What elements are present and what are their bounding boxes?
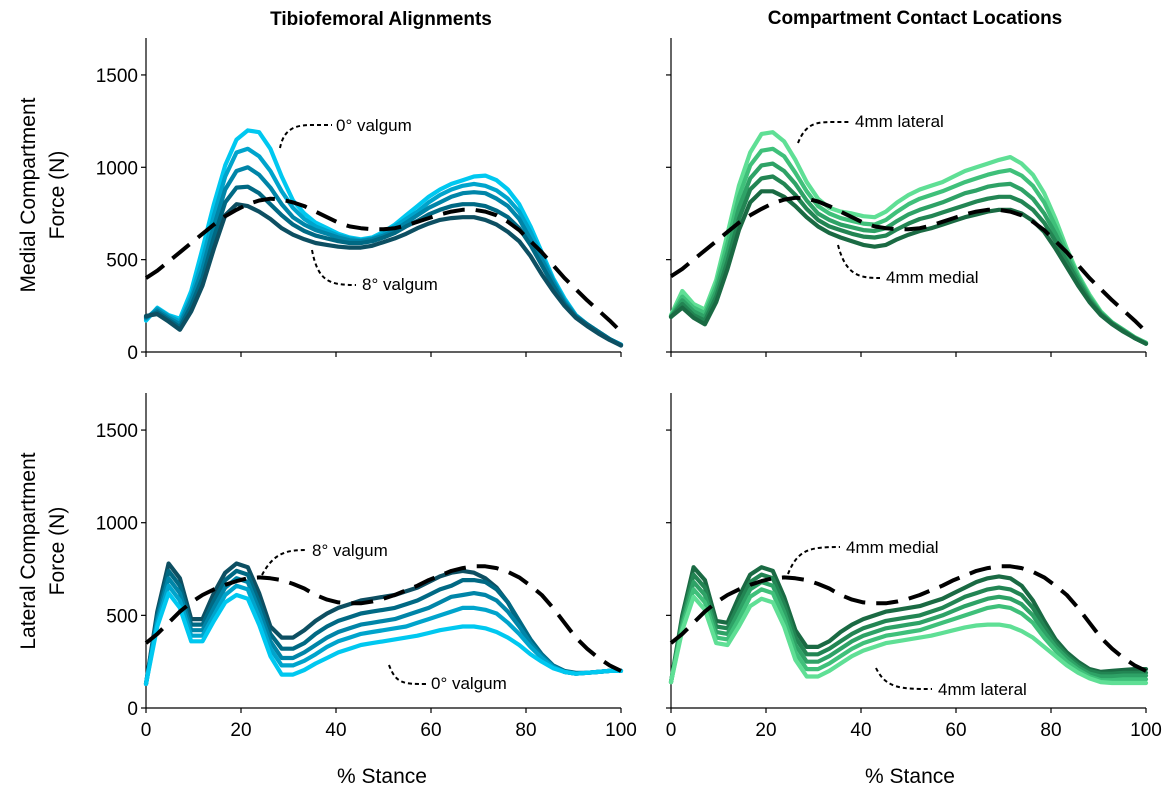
series-line-4	[143, 184, 624, 348]
annotation-leader	[279, 124, 332, 149]
series-line-6	[669, 195, 1148, 334]
series-line-4	[143, 583, 624, 686]
series-line-2	[143, 146, 624, 347]
x-axis-label-right: % Stance	[865, 765, 955, 788]
y-tick-label: 500	[106, 606, 138, 627]
annotation-label: 8° valgum	[312, 541, 388, 560]
series-line-5	[668, 189, 1149, 346]
series-line-6	[669, 564, 1147, 673]
annotation-leader	[875, 667, 933, 690]
y-tick-label: 1500	[96, 66, 138, 87]
series-line-1	[668, 130, 1149, 345]
x-tick-label: 0	[141, 720, 152, 741]
x-tick-label: 100	[605, 720, 637, 741]
series-line-3	[668, 161, 1149, 346]
annotation-label: 4mm medial	[846, 538, 939, 557]
y-tick-label: 1000	[96, 158, 138, 179]
x-tick-label: 100	[1130, 720, 1162, 741]
panel-1: 0 500 1000 1500 0° valgum 8° valgum	[96, 38, 624, 364]
panel-2: 4mm lateral 4mm medial	[666, 38, 1149, 357]
y-tick-label: 500	[106, 251, 138, 272]
y-tick-label: 0	[127, 343, 138, 364]
panel-4: 0 20 40 60 80 100 4mm medial 4mm lateral	[666, 393, 1162, 741]
panel-3: 0 500 1000 1500 0 20 40 60 80 100 8° valgum 0° valg…	[96, 393, 637, 741]
annotation-leader	[787, 546, 841, 575]
x-tick-label: 20	[755, 720, 776, 741]
x-tick-label: 60	[420, 720, 441, 741]
y-axis-label-medial-line1: Medial Compartment	[17, 97, 40, 292]
annotation-leader	[388, 664, 427, 685]
column-title-alignments: Tibiofemoral Alignments	[270, 9, 492, 30]
y-axis-label-lateral-line1: Lateral Compartment	[17, 452, 40, 649]
x-tick-label: 0	[666, 720, 677, 741]
series-line-5	[668, 594, 1149, 686]
series-line-3	[668, 579, 1149, 685]
annotation-leader	[311, 249, 357, 286]
series-line-6	[144, 196, 623, 334]
y-axis-label-medial-line2: Force (N)	[46, 151, 69, 240]
series-line-4	[668, 174, 1149, 346]
y-tick-label: 1500	[96, 421, 138, 442]
x-tick-label: 60	[945, 720, 966, 741]
x-tick-label: 40	[325, 720, 346, 741]
x-tick-label: 20	[230, 720, 251, 741]
annotation-leader	[797, 121, 850, 144]
x-tick-label: 80	[1040, 720, 1061, 741]
column-title-contact-locations: Compartment Contact Locations	[768, 8, 1063, 29]
annotation-leader	[837, 244, 881, 279]
x-tick-label: 80	[515, 720, 536, 741]
x-tick-label: 40	[850, 720, 871, 741]
annotation-label: 4mm lateral	[938, 680, 1027, 699]
y-tick-label: 0	[127, 699, 138, 720]
annotation-label: 0° valgum	[336, 116, 412, 135]
y-tick-label: 1000	[96, 514, 138, 535]
annotation-label: 8° valgum	[362, 275, 438, 294]
y-axis-label-lateral-line2: Force (N)	[46, 507, 69, 596]
annotation-label: 4mm lateral	[855, 112, 944, 131]
annotation-label: 4mm medial	[886, 268, 979, 287]
annotation-label: 0° valgum	[431, 674, 507, 693]
series-line-4	[668, 587, 1149, 685]
series-line-6	[144, 564, 622, 673]
annotation-leader	[261, 549, 307, 576]
series-line-5	[143, 591, 624, 686]
x-axis-label-left: % Stance	[337, 765, 427, 788]
